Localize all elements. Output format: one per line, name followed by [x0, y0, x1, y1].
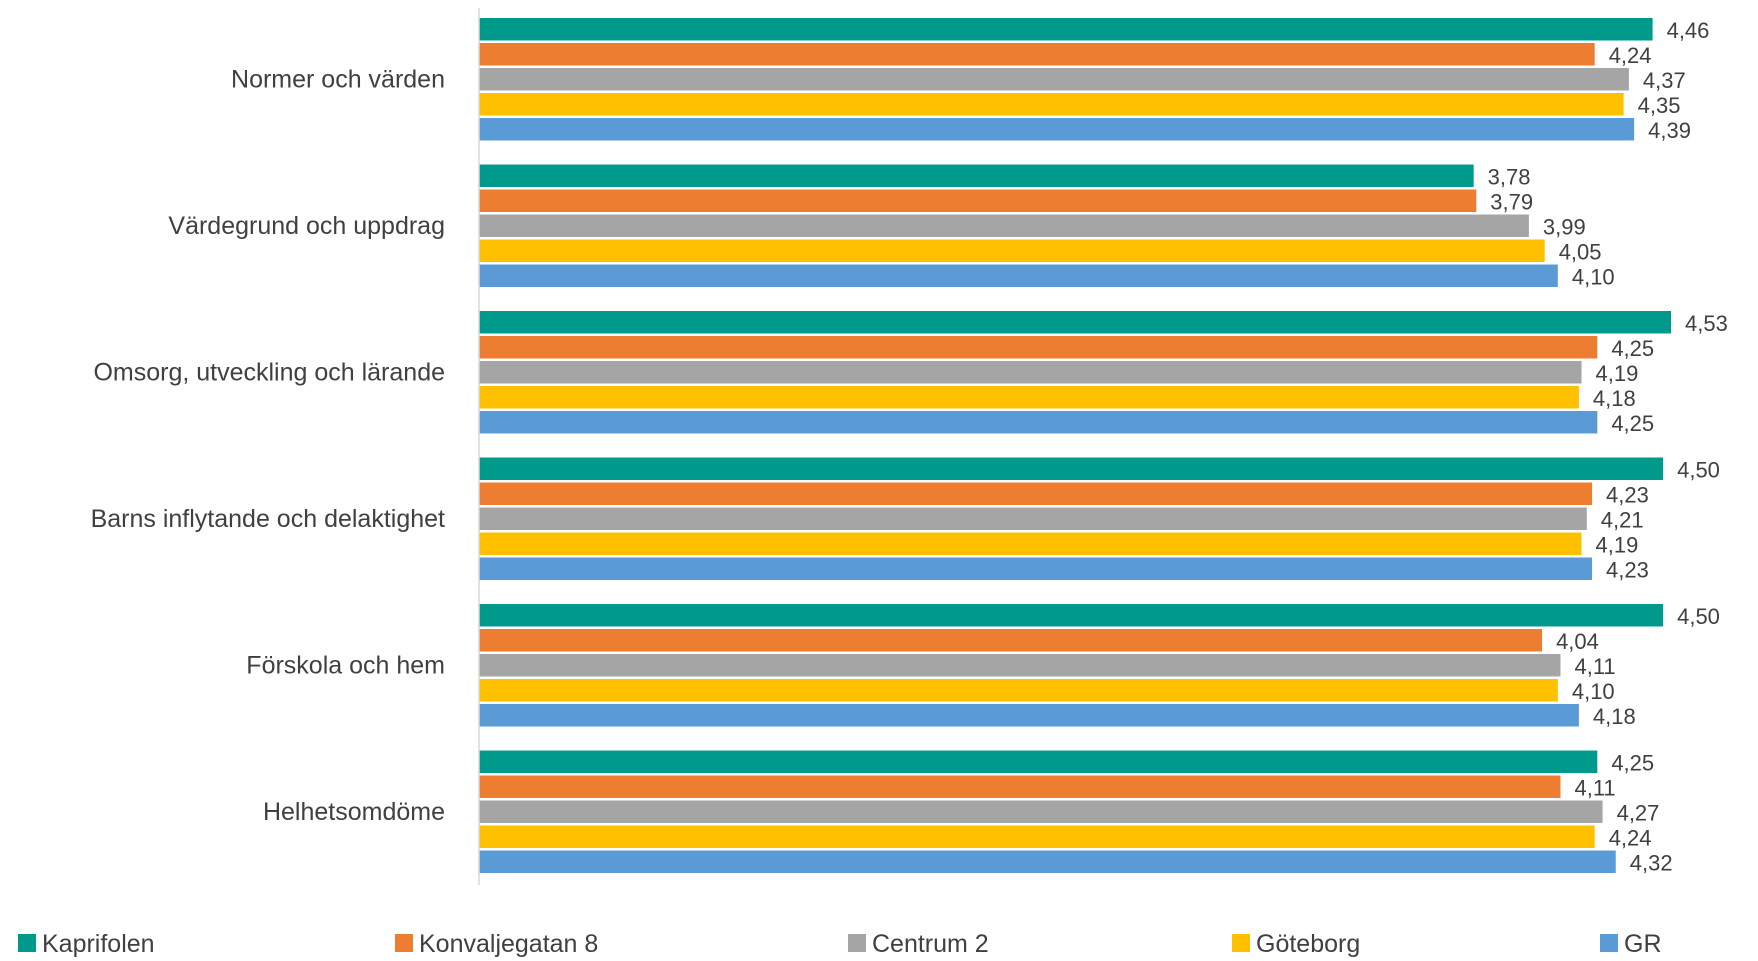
- bar-gr: [479, 264, 1558, 287]
- legend-swatch: [1600, 934, 1618, 952]
- legend-label: Konvaljegatan 8: [419, 930, 598, 958]
- value-label: 4,25: [1611, 411, 1654, 436]
- value-label: 4,05: [1559, 239, 1602, 264]
- category-label: Normer och värden: [231, 65, 445, 93]
- legend: Kaprifolen Konvaljegatan 8 Centrum 2 Götebo…: [18, 930, 1662, 958]
- bar-konvaljegatan-8: [479, 629, 1543, 652]
- value-label: 4,04: [1556, 629, 1599, 654]
- value-label: 4,18: [1593, 704, 1636, 729]
- bar-konvaljegatan-8: [479, 775, 1561, 798]
- bar-kaprifolen: [479, 604, 1664, 627]
- value-label: 4,23: [1606, 482, 1649, 507]
- bar-gr: [479, 411, 1598, 434]
- legend-item-kaprifolen: Kaprifolen: [18, 930, 155, 958]
- value-label: 4,25: [1611, 750, 1654, 775]
- value-label: 4,50: [1677, 457, 1720, 482]
- bar-goteborg: [479, 825, 1595, 848]
- bar-kaprifolen: [479, 311, 1671, 334]
- legend-label: GR: [1624, 930, 1662, 958]
- legend-swatch: [395, 934, 413, 952]
- bar-goteborg: [479, 532, 1582, 555]
- legend-swatch: [848, 934, 866, 952]
- bars-layer: [479, 18, 1671, 873]
- bar-centrum-2: [479, 68, 1629, 91]
- category-label: Förskola och hem: [246, 651, 445, 679]
- value-label: 4,10: [1572, 679, 1615, 704]
- bar-goteborg: [479, 386, 1579, 409]
- value-label: 4,24: [1609, 43, 1652, 68]
- legend-label: Göteborg: [1256, 930, 1360, 958]
- bar-konvaljegatan-8: [479, 43, 1595, 66]
- bar-goteborg: [479, 93, 1624, 116]
- bar-kaprifolen: [479, 750, 1598, 773]
- legend-item-goteborg: Göteborg: [1232, 930, 1360, 958]
- bar-centrum-2: [479, 800, 1603, 823]
- value-label: 4,18: [1593, 386, 1636, 411]
- bar-kaprifolen: [479, 18, 1653, 41]
- bar-konvaljegatan-8: [479, 482, 1593, 505]
- value-label: 3,99: [1543, 214, 1586, 239]
- value-label: 4,32: [1630, 850, 1673, 875]
- category-label: Värdegrund och uppdrag: [168, 212, 445, 240]
- category-labels: Normer och värden Värdegrund och uppdrag O…: [91, 65, 445, 826]
- value-label: 4,11: [1574, 775, 1615, 800]
- value-label: 3,79: [1490, 189, 1533, 214]
- bar-goteborg: [479, 679, 1558, 702]
- legend-item-centrum-2: Centrum 2: [848, 930, 989, 958]
- bar-konvaljegatan-8: [479, 189, 1477, 212]
- legend-item-gr: GR: [1600, 930, 1662, 958]
- value-label: 4,37: [1643, 68, 1686, 93]
- value-label: 4,50: [1677, 604, 1720, 629]
- value-label: 4,10: [1572, 264, 1615, 289]
- value-label: 4,39: [1648, 118, 1691, 143]
- legend-label: Kaprifolen: [42, 930, 155, 958]
- value-label: 4,21: [1601, 507, 1644, 532]
- value-label: 4,19: [1596, 532, 1639, 557]
- bar-gr: [479, 850, 1616, 873]
- bar-kaprifolen: [479, 164, 1474, 187]
- bar-centrum-2: [479, 654, 1561, 677]
- value-labels: 4,464,244,374,354,393,783,793,994,054,10…: [1488, 18, 1728, 876]
- category-label: Helhetsomdöme: [263, 798, 445, 826]
- value-label: 4,53: [1685, 311, 1728, 336]
- value-label: 4,27: [1617, 800, 1660, 825]
- legend-label: Centrum 2: [872, 930, 989, 958]
- value-label: 4,23: [1606, 557, 1649, 582]
- bar-gr: [479, 557, 1593, 580]
- legend-swatch: [18, 934, 36, 952]
- value-label: 4,19: [1596, 361, 1639, 386]
- bar-goteborg: [479, 239, 1545, 262]
- value-label: 4,24: [1609, 825, 1652, 850]
- value-label: 4,35: [1638, 93, 1681, 118]
- value-label: 4,46: [1667, 18, 1710, 43]
- bar-gr: [479, 118, 1635, 141]
- category-label: Omsorg, utveckling och lärande: [93, 358, 445, 386]
- bar-gr: [479, 704, 1579, 727]
- legend-item-konvaljegatan-8: Konvaljegatan 8: [395, 930, 598, 958]
- bar-konvaljegatan-8: [479, 336, 1598, 359]
- bar-centrum-2: [479, 361, 1582, 384]
- value-label: 3,78: [1488, 164, 1531, 189]
- value-label: 4,25: [1611, 336, 1654, 361]
- bar-centrum-2: [479, 507, 1587, 530]
- value-label: 4,11: [1574, 654, 1615, 679]
- bar-centrum-2: [479, 214, 1529, 237]
- bar-kaprifolen: [479, 457, 1664, 480]
- legend-swatch: [1232, 934, 1250, 952]
- category-label: Barns inflytande och delaktighet: [91, 505, 445, 533]
